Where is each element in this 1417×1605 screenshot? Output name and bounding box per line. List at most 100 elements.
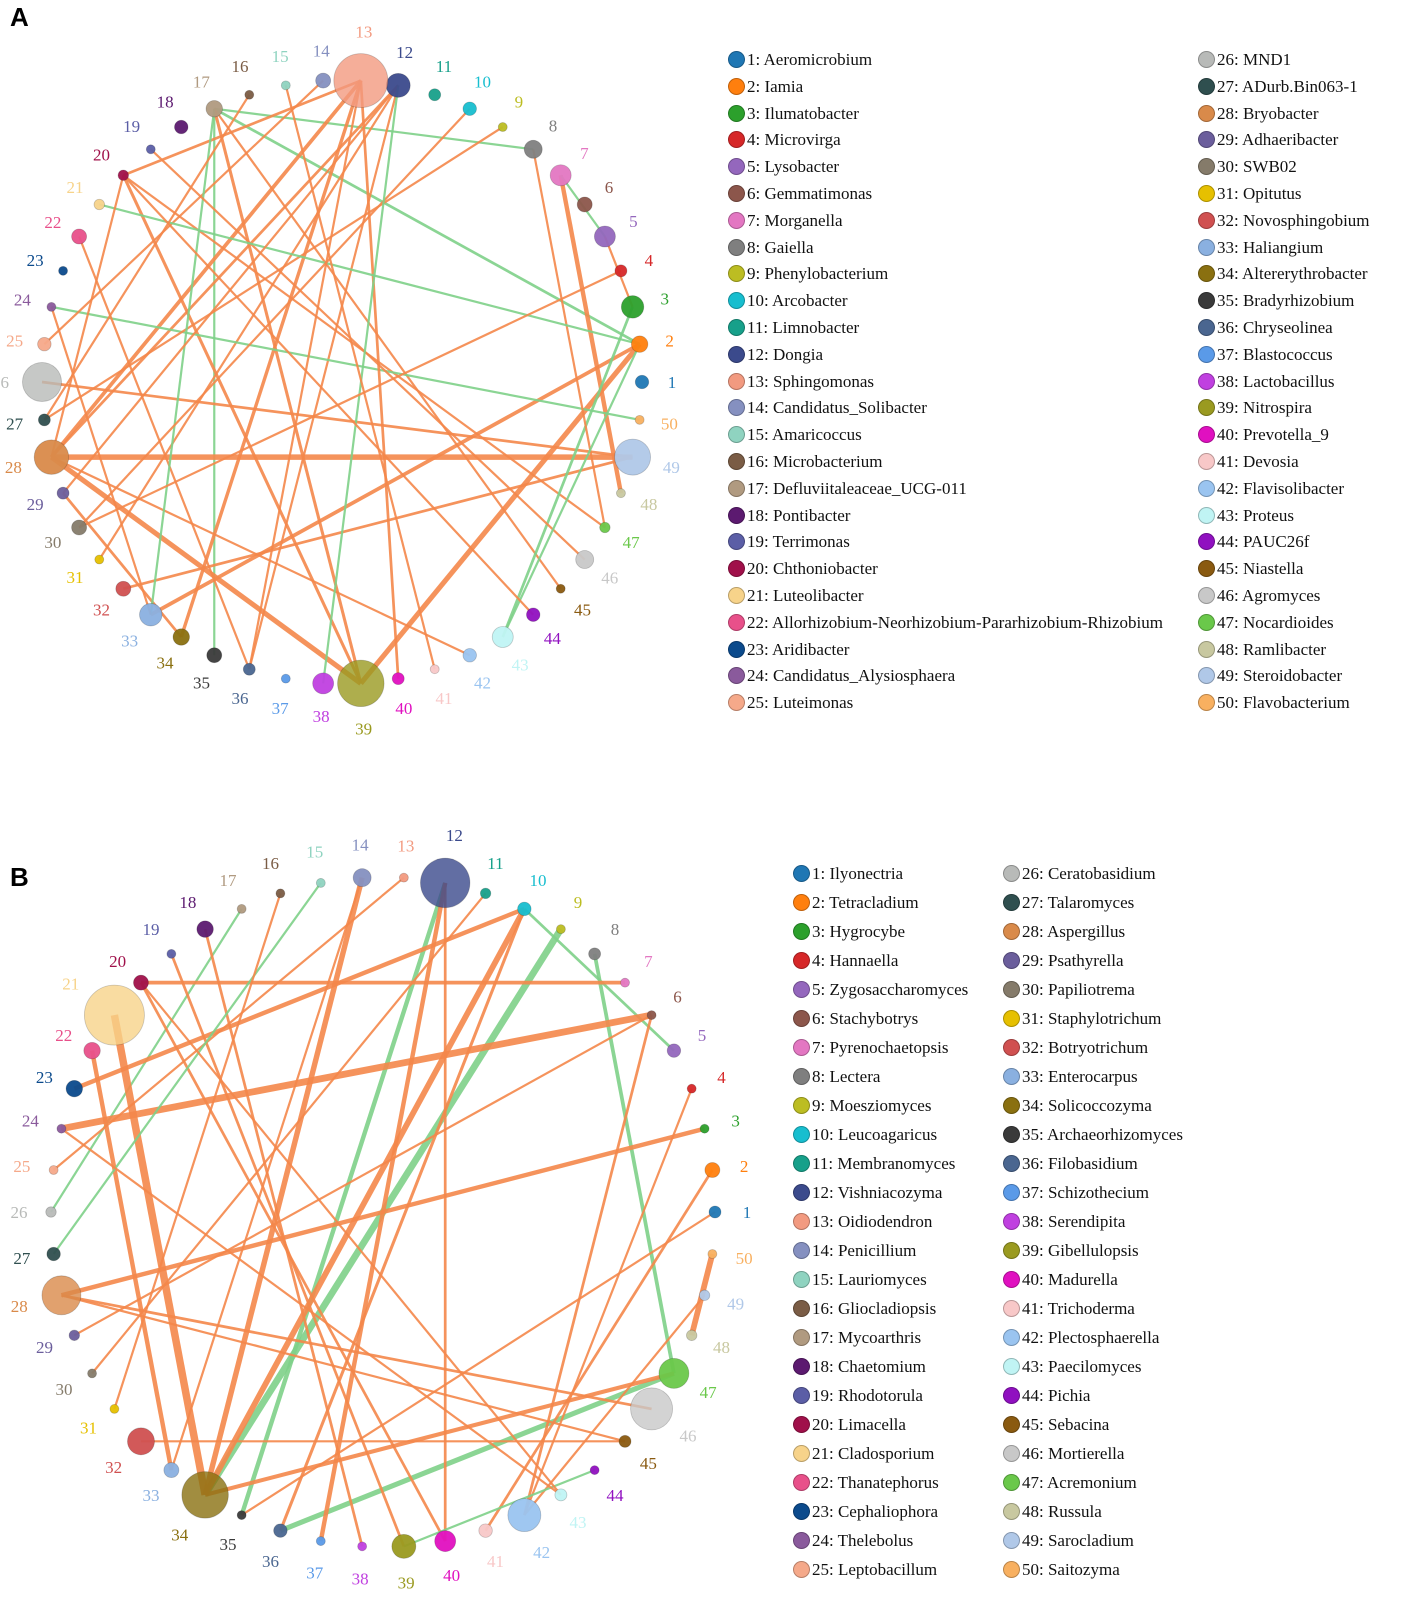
legend-swatch-b-10 bbox=[793, 1126, 810, 1143]
legend-label-b-22: 22: Thanatephorus bbox=[812, 1473, 939, 1492]
node-b-36 bbox=[273, 1523, 288, 1538]
legend-label-b-23: 23: Cephaliophora bbox=[812, 1502, 939, 1521]
legend-swatch-b-32 bbox=[1003, 1039, 1020, 1056]
node-label-a-47: 47 bbox=[623, 533, 641, 552]
node-b-27 bbox=[46, 1246, 61, 1262]
node-a-4 bbox=[614, 264, 628, 278]
node-label-a-30: 30 bbox=[44, 533, 61, 552]
node-b-9 bbox=[555, 924, 566, 935]
node-label-a-37: 37 bbox=[272, 699, 290, 718]
node-label-a-4: 4 bbox=[645, 251, 654, 270]
node-label-a-35: 35 bbox=[193, 673, 210, 692]
node-b-16 bbox=[275, 888, 286, 899]
legend-swatch-a-8 bbox=[728, 238, 745, 256]
node-label-a-41: 41 bbox=[435, 689, 452, 708]
legend-label-a-29: 29: Adhaeribacter bbox=[1217, 130, 1339, 150]
legend-label-b-3: 3: Hygrocybe bbox=[812, 922, 906, 941]
edge-a-20-39 bbox=[121, 174, 363, 685]
edge-b-33-14 bbox=[170, 877, 364, 1471]
legend-label-b-28: 28: Aspergillus bbox=[1022, 922, 1126, 941]
edge-b-28-3 bbox=[60, 1126, 706, 1298]
node-label-b-16: 16 bbox=[262, 854, 279, 873]
node-label-b-40: 40 bbox=[443, 1566, 460, 1585]
legend-swatch-b-14 bbox=[793, 1242, 810, 1259]
legend-label-a-47: 47: Nocardioides bbox=[1217, 612, 1334, 632]
node-label-b-10: 10 bbox=[529, 871, 546, 890]
legend-swatch-b-33 bbox=[1003, 1068, 1020, 1085]
legend-swatch-a-2 bbox=[728, 77, 745, 95]
edge-b-15-27 bbox=[52, 882, 322, 1255]
edge-b-10-36 bbox=[278, 908, 526, 1532]
node-a-24 bbox=[46, 301, 57, 312]
legend-swatch-a-13 bbox=[728, 372, 745, 390]
node-label-b-9: 9 bbox=[574, 893, 583, 912]
node-label-b-24: 24 bbox=[22, 1112, 40, 1131]
legend-label-a-32: 32: Novosphingobium bbox=[1217, 210, 1370, 230]
legend-label-b-7: 7: Pyrenochaetopsis bbox=[812, 1038, 949, 1057]
legend-swatch-a-16 bbox=[728, 453, 745, 470]
node-label-a-29: 29 bbox=[27, 495, 44, 514]
node-a-8 bbox=[523, 139, 543, 159]
legend-label-b-6: 6: Stachybotrys bbox=[812, 1009, 919, 1028]
node-label-a-38: 38 bbox=[313, 707, 330, 726]
legend-label-b-21: 21: Cladosporium bbox=[812, 1444, 935, 1463]
legend-swatch-b-12 bbox=[793, 1184, 810, 1201]
legend-label-b-39: 39: Gibellulopsis bbox=[1022, 1241, 1139, 1260]
edge-b-41-2 bbox=[484, 1169, 714, 1532]
node-label-a-43: 43 bbox=[512, 655, 529, 674]
node-a-47 bbox=[599, 521, 611, 534]
node-a-40 bbox=[391, 672, 405, 686]
legend-swatch-b-36 bbox=[1003, 1155, 1020, 1172]
legend-swatch-a-29 bbox=[1198, 131, 1215, 149]
node-label-a-46: 46 bbox=[601, 569, 618, 588]
legend-swatch-b-3 bbox=[793, 923, 810, 940]
legend-swatch-a-45 bbox=[1198, 560, 1215, 578]
node-label-b-28: 28 bbox=[11, 1297, 28, 1316]
node-b-5 bbox=[666, 1043, 682, 1058]
edge-b-28-46 bbox=[61, 1293, 652, 1411]
node-b-35 bbox=[236, 1510, 247, 1521]
legend-swatch-b-25 bbox=[793, 1561, 810, 1578]
legend-label-a-44: 44: PAUC26f bbox=[1217, 532, 1310, 552]
node-a-37 bbox=[280, 673, 291, 684]
legend-swatch-b-26 bbox=[1003, 865, 1020, 882]
node-label-a-21: 21 bbox=[67, 178, 84, 197]
legend-label-b-32: 32: Botryotrichum bbox=[1022, 1038, 1149, 1057]
node-label-b-39: 39 bbox=[398, 1573, 415, 1592]
edge-a-12-36 bbox=[248, 85, 400, 670]
legend-swatch-a-6 bbox=[728, 185, 745, 202]
node-label-b-2: 2 bbox=[740, 1157, 749, 1176]
legend-label-a-8: 8: Gaiella bbox=[747, 237, 814, 257]
legend-swatch-b-42 bbox=[1003, 1329, 1020, 1346]
legend-swatch-b-9 bbox=[793, 1097, 810, 1114]
node-label-a-16: 16 bbox=[232, 57, 249, 76]
legend-label-a-24: 24: Candidatus_Alysiosphaera bbox=[747, 666, 956, 686]
node-a-39 bbox=[337, 659, 385, 708]
edge-a-17-33 bbox=[149, 108, 216, 615]
legend-label-b-19: 19: Rhodotorula bbox=[812, 1386, 923, 1405]
legend-label-a-21: 21: Luteolibacter bbox=[747, 586, 864, 605]
legend-swatch-b-17 bbox=[793, 1329, 810, 1346]
legend-swatch-a-40 bbox=[1198, 426, 1215, 444]
legend-swatch-b-19 bbox=[793, 1387, 810, 1404]
legend-swatch-a-34 bbox=[1198, 265, 1215, 283]
legend-label-b-1: 1: Ilyonectria bbox=[812, 864, 904, 883]
legend-label-a-31: 31: Opitutus bbox=[1217, 184, 1302, 203]
node-label-b-31: 31 bbox=[80, 1419, 97, 1438]
legend-swatch-b-43 bbox=[1003, 1358, 1020, 1375]
node-label-b-17: 17 bbox=[220, 871, 238, 890]
node-label-a-39: 39 bbox=[355, 720, 372, 739]
node-a-38 bbox=[312, 672, 335, 695]
node-label-a-10: 10 bbox=[474, 73, 491, 92]
legend-label-b-36: 36: Filobasidium bbox=[1022, 1154, 1138, 1173]
edge-a-28-20 bbox=[50, 174, 125, 458]
legend-swatch-a-12 bbox=[728, 345, 745, 363]
legend-label-a-43: 43: Proteus bbox=[1217, 505, 1294, 525]
node-a-3 bbox=[620, 295, 645, 319]
legend-label-b-9: 9: Moesziomyces bbox=[812, 1096, 932, 1115]
legend-swatch-b-46 bbox=[1003, 1445, 1020, 1462]
legend-label-b-37: 37: Schizothecium bbox=[1022, 1183, 1150, 1202]
legend-label-a-13: 13: Sphingomonas bbox=[747, 371, 875, 391]
legend-swatch-b-28 bbox=[1003, 923, 1020, 940]
node-b-46 bbox=[630, 1387, 673, 1431]
